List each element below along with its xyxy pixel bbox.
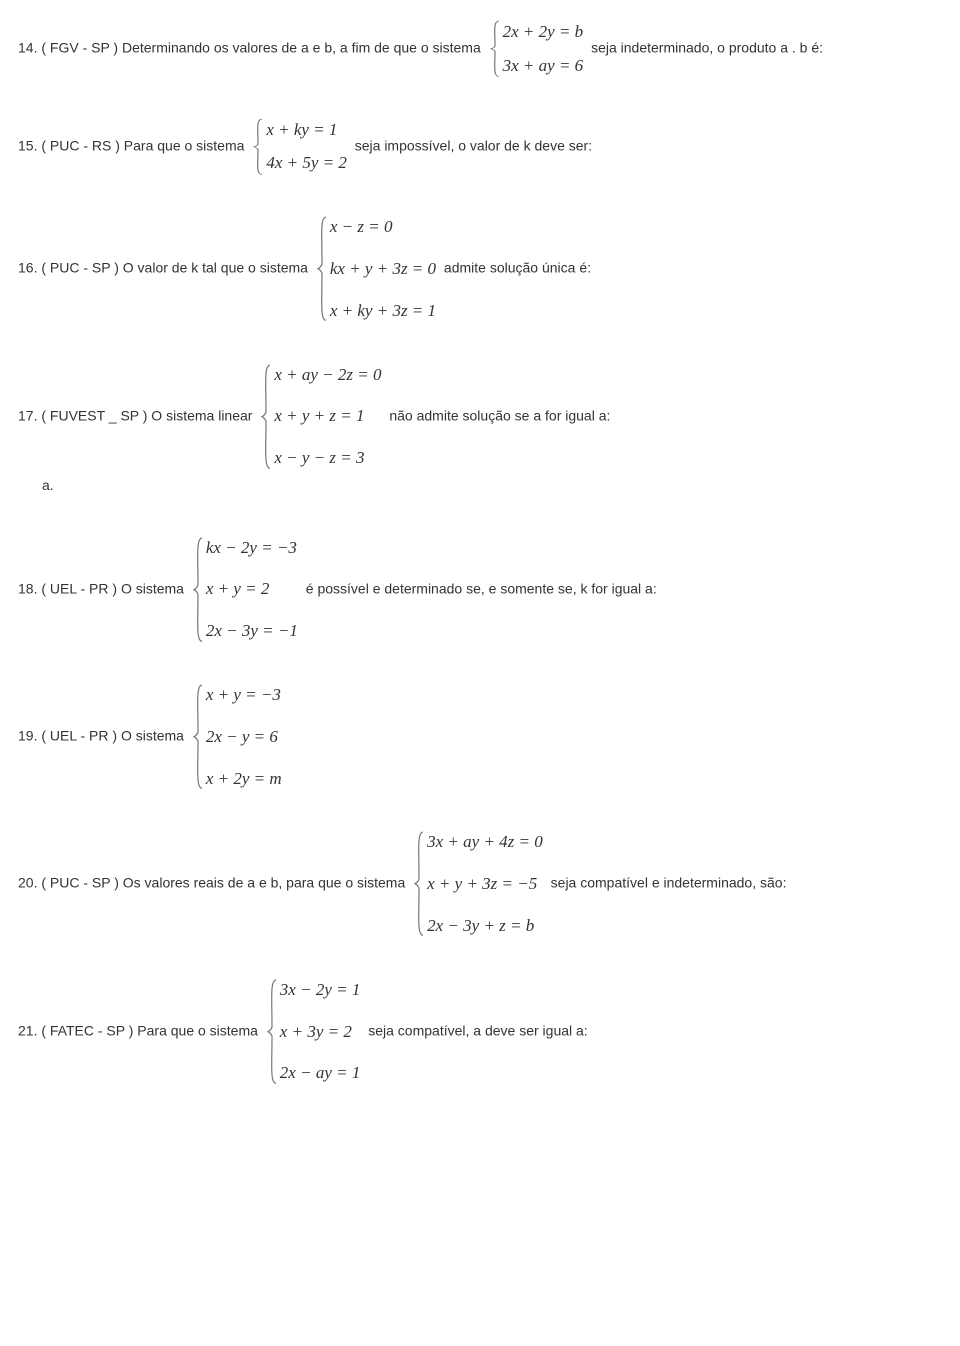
q18-text-a: 18. ( UEL - PR ) O sistema [18, 580, 188, 596]
q19-text-a: 19. ( UEL - PR ) O sistema [18, 727, 188, 743]
question-17: 17. ( FUVEST _ SP ) O sistema linear x +… [18, 363, 942, 496]
q15-text-a: 15. ( PUC - RS ) Para que o sistema [18, 137, 248, 153]
q14-system: 2x + 2y = b 3x + ay = 6 [489, 20, 584, 78]
q17-system: x + ay − 2z = 0 x + y + z = 1 x − y − z … [260, 363, 381, 470]
eq: 2x − ay = 1 [280, 1061, 361, 1085]
eq: kx + y + 3z = 0 [330, 257, 436, 281]
eq: 2x + 2y = b [503, 20, 584, 44]
brace-icon [192, 536, 204, 643]
eq: 4x + 5y = 2 [266, 151, 347, 175]
q16-text-a: 16. ( PUC - SP ) O valor de k tal que o … [18, 260, 312, 276]
q17-text-b: não admite solução se a for igual a: [389, 407, 610, 423]
eq: x + y + z = 1 [274, 404, 381, 428]
q21-text-a: 21. ( FATEC - SP ) Para que o sistema [18, 1022, 262, 1038]
eq: x + y + 3z = −5 [427, 872, 543, 896]
eq: x + ky = 1 [266, 118, 347, 142]
eq: 2x − 3y + z = b [427, 914, 543, 938]
q19-system: x + y = −3 2x − y = 6 x + 2y = m [192, 683, 282, 790]
q20-text-b: seja compatível e indeterminado, são: [551, 875, 787, 891]
brace-icon [266, 978, 278, 1085]
brace-icon [252, 118, 264, 176]
eq: x + 2y = m [206, 767, 282, 791]
question-14: 14. ( FGV - SP ) Determinando os valores… [18, 20, 942, 78]
q20-system: 3x + ay + 4z = 0 x + y + 3z = −5 2x − 3y… [413, 830, 543, 937]
q17-sub-a: a. [42, 476, 942, 496]
eq: x + ky + 3z = 1 [330, 299, 436, 323]
eq: x + y = −3 [206, 683, 282, 707]
eq: x + 3y = 2 [280, 1020, 361, 1044]
eq: 2x − y = 6 [206, 725, 282, 749]
q15-text-b: seja impossível, o valor de k deve ser: [355, 137, 592, 153]
q21-system: 3x − 2y = 1 x + 3y = 2 2x − ay = 1 [266, 978, 361, 1085]
question-20: 20. ( PUC - SP ) Os valores reais de a e… [18, 830, 942, 937]
eq: 3x + ay + 4z = 0 [427, 830, 543, 854]
eq: kx − 2y = −3 [206, 536, 298, 560]
eq: 2x − 3y = −1 [206, 619, 298, 643]
brace-icon [413, 830, 425, 937]
eq: x + ay − 2z = 0 [274, 363, 381, 387]
question-18: 18. ( UEL - PR ) O sistema kx − 2y = −3 … [18, 536, 942, 643]
eq: 3x + ay = 6 [503, 54, 584, 78]
question-15: 15. ( PUC - RS ) Para que o sistema x + … [18, 118, 942, 176]
q15-system: x + ky = 1 4x + 5y = 2 [252, 118, 347, 176]
eq: x − z = 0 [330, 215, 436, 239]
q21-text-b: seja compatível, a deve ser igual a: [368, 1022, 587, 1038]
question-19: 19. ( UEL - PR ) O sistema x + y = −3 2x… [18, 683, 942, 790]
q18-system: kx − 2y = −3 x + y = 2 2x − 3y = −1 [192, 536, 298, 643]
q18-text-b: é possível e determinado se, e somente s… [306, 580, 657, 596]
brace-icon [489, 20, 501, 78]
q14-text-b: seja indeterminado, o produto a . b é: [591, 40, 823, 56]
eq: 3x − 2y = 1 [280, 978, 361, 1002]
brace-icon [192, 683, 204, 790]
question-21: 21. ( FATEC - SP ) Para que o sistema 3x… [18, 978, 942, 1085]
brace-icon [316, 215, 328, 322]
q17-text-a: 17. ( FUVEST _ SP ) O sistema linear [18, 407, 256, 423]
question-16: 16. ( PUC - SP ) O valor de k tal que o … [18, 215, 942, 322]
eq: x − y − z = 3 [274, 446, 381, 470]
q14-text-a: 14. ( FGV - SP ) Determinando os valores… [18, 40, 485, 56]
q20-text-a: 20. ( PUC - SP ) Os valores reais de a e… [18, 875, 409, 891]
eq: x + y = 2 [206, 577, 298, 601]
q16-text-b: admite solução única é: [444, 260, 591, 276]
brace-icon [260, 363, 272, 470]
q16-system: x − z = 0 kx + y + 3z = 0 x + ky + 3z = … [316, 215, 436, 322]
